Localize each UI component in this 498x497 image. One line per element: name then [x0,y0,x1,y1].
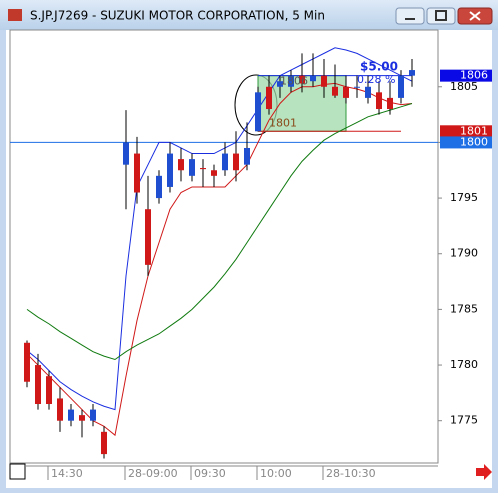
price-tag-label: 1801 [460,124,488,137]
candle-body [277,81,283,87]
moving-average [26,47,413,411]
candle-body [222,153,228,171]
x-tick-label: 09:30 [194,467,226,480]
candle-body [156,175,162,199]
candle-body [123,142,129,165]
maximize-icon [435,10,447,21]
candle-body [167,153,173,187]
candle-body [365,86,371,98]
candle-body [409,70,415,76]
price-tag [440,125,492,138]
y-tick-label: 1805 [450,80,478,93]
annotation: 0.28 % [357,73,395,86]
price-tag [440,136,492,149]
candle-body [57,398,63,421]
price-tag [440,69,492,82]
candle-body [134,153,140,193]
candle-body [24,342,30,382]
candle-body [255,92,261,132]
x-tick-label: 28-09:00 [128,467,178,480]
y-tick-label: 1780 [450,358,478,371]
candle-body [376,92,382,110]
maximize-button[interactable] [426,7,456,25]
candle-body [79,415,85,421]
x-tick-label: 14:30 [51,467,83,480]
x-tick-label: 10:00 [260,467,292,480]
candle-body [387,97,393,110]
close-icon [469,11,481,21]
candle-body [321,75,327,87]
y-tick-label: 1795 [450,191,478,204]
minimize-icon [405,18,415,20]
candle-body [46,376,52,405]
annotation: 1806 [280,75,308,88]
moving-average [26,102,413,361]
candle-body [101,431,107,455]
price-tag-label: 1806 [460,69,488,82]
candle-body [90,409,96,421]
candle-body [68,409,74,421]
window-title: S.JP.J7269 - SUZUKI MOTOR CORPORATION, 5… [30,9,325,23]
candle-body [145,209,151,265]
candle-body [35,365,41,405]
annotation: $5.00 [360,60,398,74]
y-tick-label: 1785 [450,302,478,315]
y-tick-label: 1775 [450,414,478,427]
x-tick-label: 28-10:30 [326,467,376,480]
scroll-box[interactable] [9,463,26,480]
candle-body [398,75,404,98]
candle-body [233,153,239,171]
price-tag-label: 1800 [460,135,488,148]
annotation: 1801 [269,116,297,129]
candle-body [343,86,349,98]
scroll-right-arrow[interactable] [476,464,492,480]
candle-body [310,75,316,82]
candle-body [354,86,360,88]
plot-frame [9,29,439,464]
minimize-button[interactable] [395,7,425,25]
candle-body [189,159,195,176]
candle-body [332,86,338,96]
app-icon [8,9,22,21]
candle-body [244,147,250,165]
candle-body [288,75,294,87]
candle-body [178,159,184,171]
candle-body [266,86,272,110]
candle-body [200,168,206,170]
y-tick-label: 1790 [450,247,478,260]
candle-body [211,170,217,176]
candle-body [299,75,305,84]
